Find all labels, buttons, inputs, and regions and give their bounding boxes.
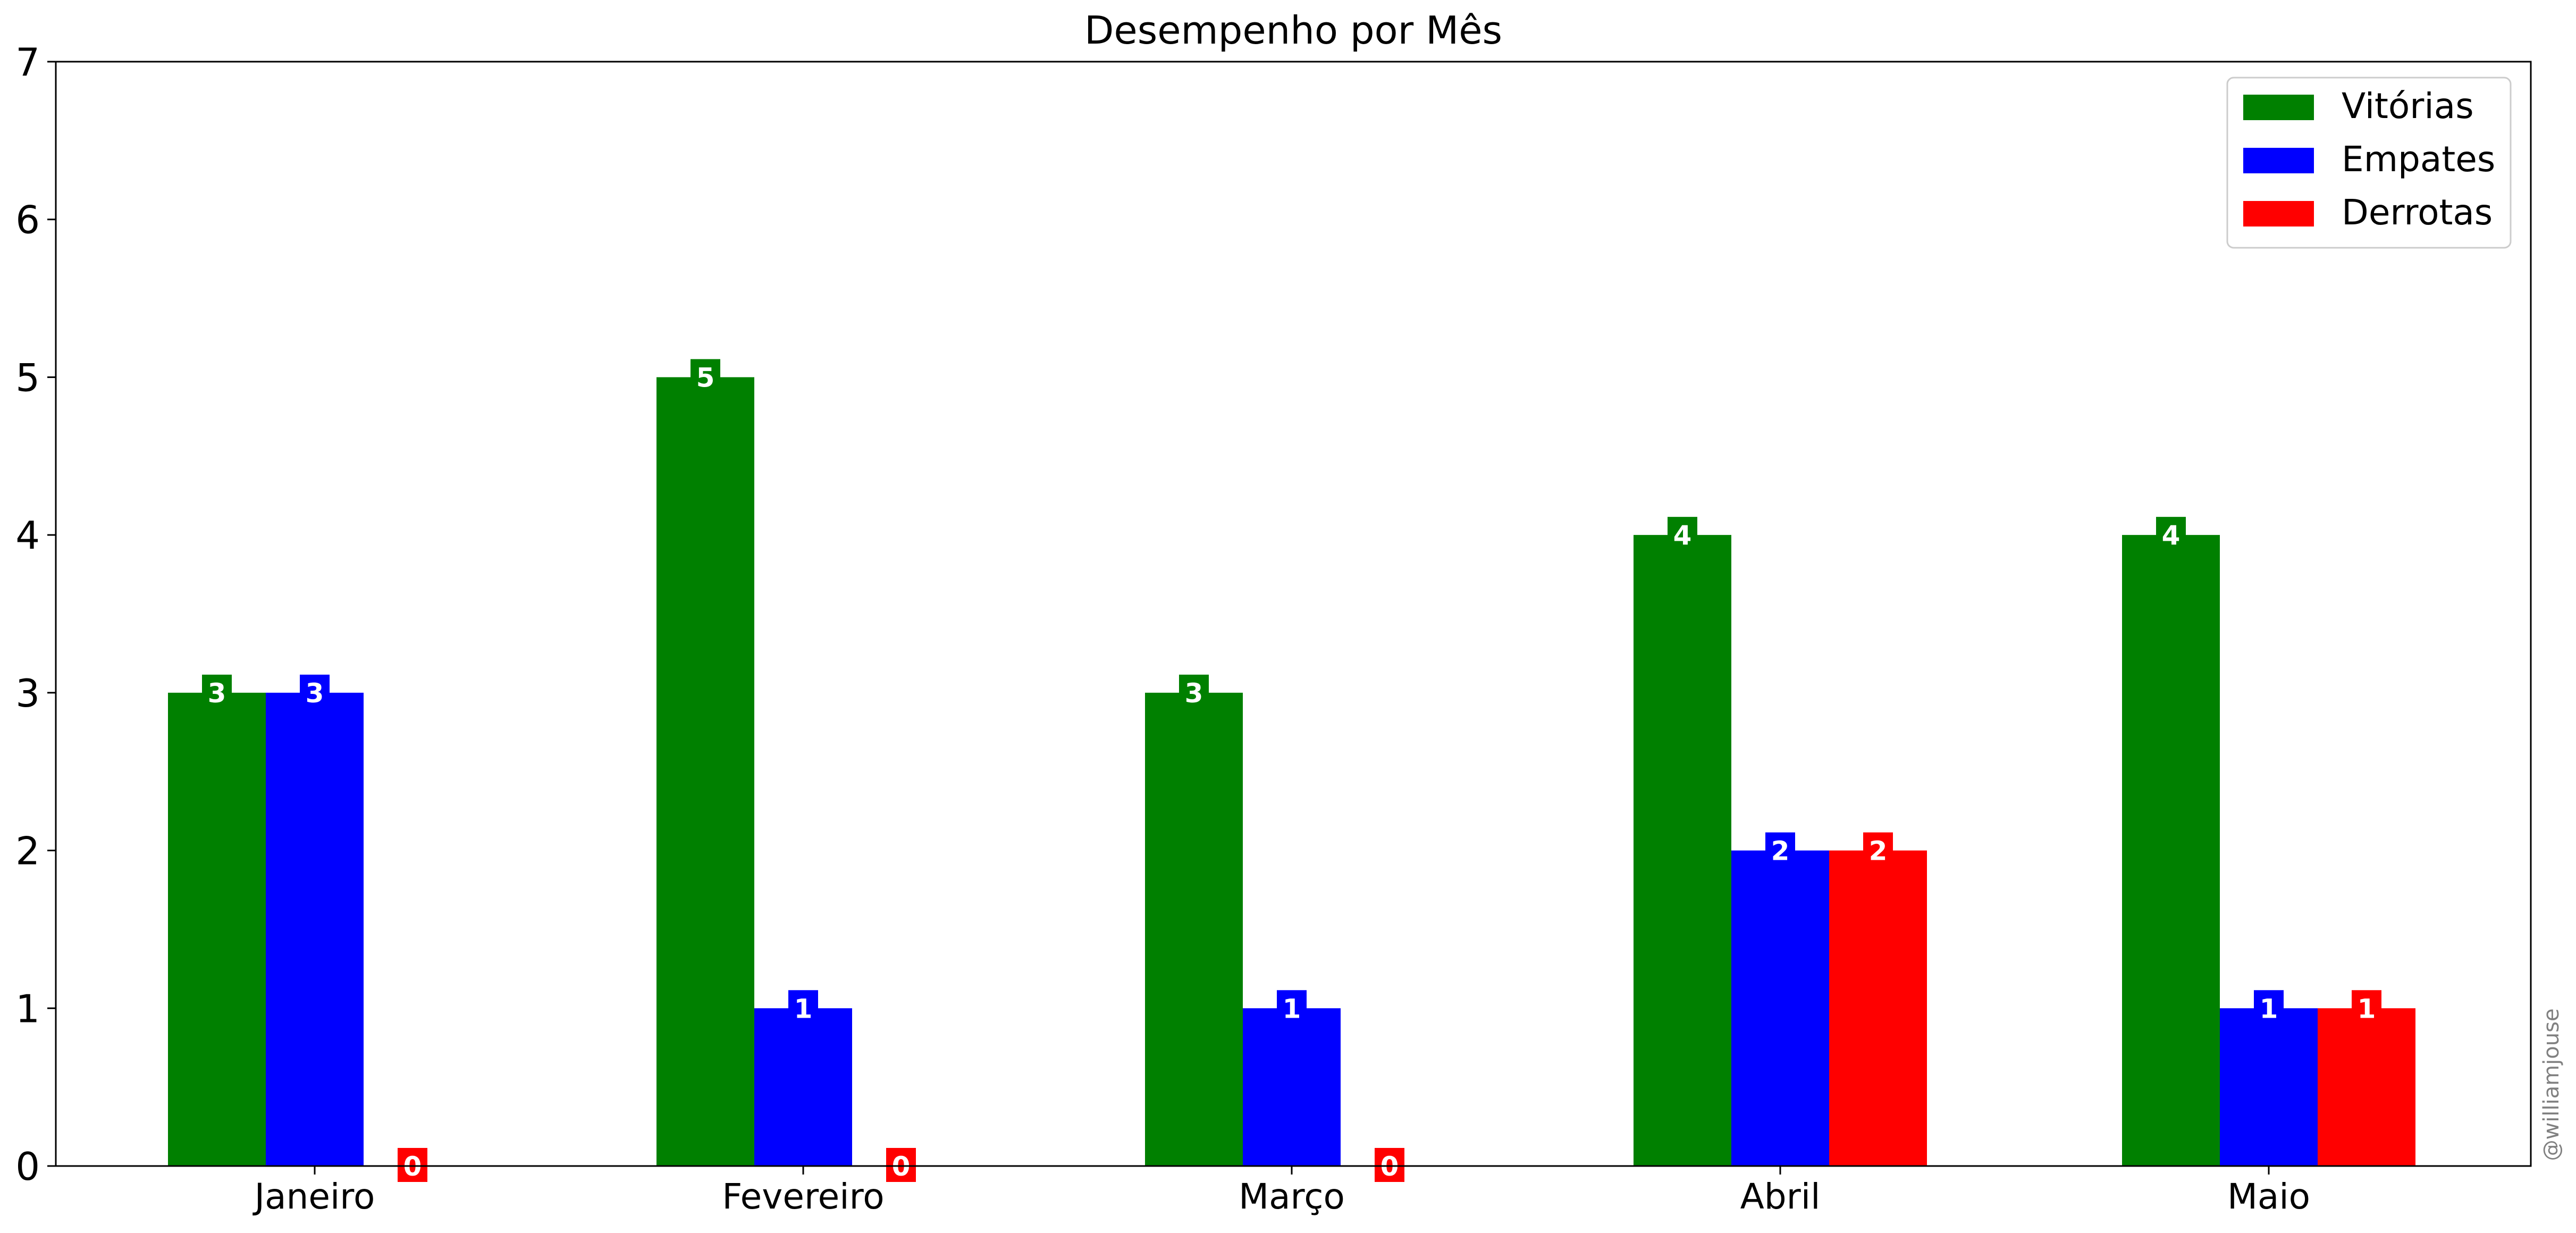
bar-label-box [1179,674,1209,709]
bar-label: 3 [306,678,324,709]
bar-label-box [691,359,720,393]
bar [1829,850,1927,1166]
bar-label: 1 [2358,993,2376,1024]
bar-label-box [398,1148,427,1182]
bar-label: 1 [1283,993,1301,1024]
bar [1243,1008,1341,1166]
bar-label-box [2156,517,2186,551]
y-tick-label: 5 [15,355,40,400]
legend-label: Vitórias [2342,86,2474,127]
watermark: @williamjouse [2539,1008,2564,1161]
bar-label: 3 [1185,678,1203,709]
bar-label: 1 [794,993,813,1024]
bar-label: 4 [2162,520,2181,551]
x-tick-label: Fevereiro [722,1176,884,1217]
bar [1731,850,1829,1166]
bar [2318,1008,2415,1166]
bar-label-box [2254,990,2284,1025]
legend-label: Empates [2342,139,2495,180]
x-tick-label: Maio [2227,1176,2310,1217]
bar-label: 1 [2260,993,2278,1024]
bar-label-box [1277,990,1307,1025]
bar-label-box [202,674,232,709]
y-axis: 0 1 2 3 4 5 6 7 [15,40,56,1189]
legend-swatch [2243,148,2314,173]
bar [266,692,364,1166]
bars-layer [168,377,2415,1167]
legend-label: Derrotas [2342,192,2493,233]
bar-label: 2 [1869,836,1888,867]
y-tick-label: 2 [15,829,40,874]
y-tick-label: 7 [15,40,40,85]
bar [754,1008,852,1166]
bar [168,692,266,1166]
bar-label: 4 [1673,520,1692,551]
bar [1145,692,1243,1166]
bar [1634,535,1731,1167]
chart-title: Desempenho por Mês [1084,8,1502,53]
legend-swatch [2243,201,2314,227]
bar-label-box [886,1148,916,1182]
y-tick-label: 0 [15,1144,40,1189]
plot-frame [55,61,2532,1167]
bar-label-box [1765,832,1795,867]
bar [2220,1008,2318,1166]
bar-label-box [2352,990,2381,1025]
bar-label: 3 [208,678,226,709]
x-tick-label: Janeiro [252,1176,375,1217]
bar-label-box [1375,1148,1404,1182]
bar-label-box [300,674,330,709]
bar-label-box [788,990,818,1025]
x-tick-label: Março [1239,1176,1345,1217]
y-tick-label: 4 [15,513,40,558]
bar-label-box [1863,832,1893,867]
bar-label: 5 [696,362,715,393]
bar [656,377,754,1166]
x-axis: Janeiro Fevereiro Março Abril Maio [252,1166,2310,1217]
y-tick-label: 3 [15,671,40,716]
x-tick-label: Abril [1740,1176,1821,1217]
y-tick-label: 6 [15,198,40,242]
bar-label: 2 [1771,836,1790,867]
legend: Vitórias Empates Derrotas [2226,77,2512,249]
bar-label-box [1668,517,1697,551]
bar [2122,535,2220,1167]
y-tick-label: 1 [15,986,40,1031]
legend-swatch [2243,95,2314,120]
